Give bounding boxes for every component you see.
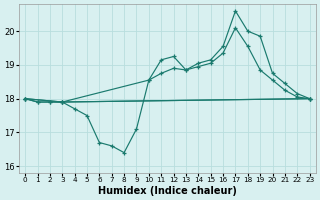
X-axis label: Humidex (Indice chaleur): Humidex (Indice chaleur)	[98, 186, 237, 196]
